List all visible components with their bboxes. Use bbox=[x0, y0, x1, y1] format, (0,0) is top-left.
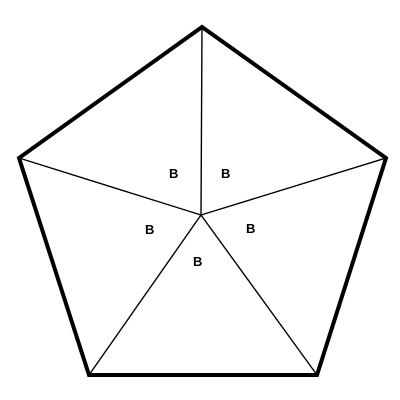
spoke-top bbox=[200, 26, 203, 216]
angle-label-right: B bbox=[246, 221, 255, 236]
pentagon-outline bbox=[16, 24, 389, 377]
angle-label-top-right: B bbox=[221, 166, 230, 181]
angle-label-left: B bbox=[145, 222, 154, 237]
spoke-lower-left bbox=[88, 214, 202, 376]
angle-label-bottom: B bbox=[193, 254, 202, 269]
spoke-upper-left bbox=[18, 157, 202, 216]
spoke-upper-right bbox=[200, 157, 387, 216]
angle-label-top-left: B bbox=[169, 166, 178, 181]
spoke-lower-right bbox=[200, 214, 318, 376]
